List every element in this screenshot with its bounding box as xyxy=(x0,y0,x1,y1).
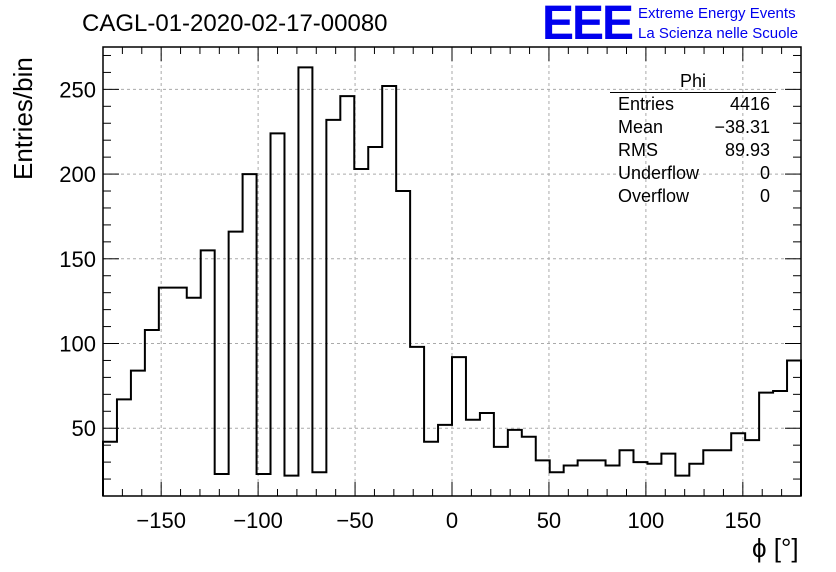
y-tick-label: 100 xyxy=(59,332,96,357)
eee-logo: EEE xyxy=(542,0,634,50)
histogram-bin xyxy=(187,298,201,496)
histogram-bin xyxy=(745,440,759,496)
histogram-bin xyxy=(424,442,438,496)
histogram-bin xyxy=(103,442,117,496)
histogram-bin xyxy=(354,169,368,496)
histogram-bin xyxy=(633,462,647,496)
chart-title: CAGL-01-2020-02-17-00080 xyxy=(82,10,388,37)
histogram-bin xyxy=(340,96,354,496)
histogram-bin xyxy=(773,391,787,496)
stats-value: 0 xyxy=(759,186,770,206)
histogram-bin xyxy=(578,460,592,496)
histogram-bin xyxy=(689,464,703,496)
stats-value: 89.93 xyxy=(724,140,770,160)
stats-label: RMS xyxy=(618,140,658,160)
histogram-bin xyxy=(661,454,675,496)
histogram-bin xyxy=(452,357,466,496)
histogram-bin xyxy=(564,466,578,496)
stats-row-overflow: Overflow 0 xyxy=(610,185,776,208)
stats-value: 0 xyxy=(759,163,770,183)
histogram-bin xyxy=(312,472,326,496)
histogram-bin xyxy=(675,476,689,496)
stats-label: Underflow xyxy=(618,163,700,183)
stats-row-rms: RMS 89.93 xyxy=(610,139,776,162)
histogram-bin xyxy=(382,86,396,496)
stats-label: Overflow xyxy=(618,186,690,206)
y-axis-label: Entries/bin xyxy=(8,57,38,180)
logo-line-1: Extreme Energy Events xyxy=(638,5,796,22)
histogram-bin xyxy=(131,371,145,496)
histogram-bin xyxy=(717,450,731,496)
stats-box: Phi Entries 4416 Mean −38.31 RMS 89.93 U… xyxy=(610,70,776,208)
x-tick-label: 100 xyxy=(628,508,665,533)
histogram-bin xyxy=(271,133,285,496)
histogram-bin xyxy=(508,430,522,496)
histogram-bin xyxy=(284,476,298,496)
histogram-bin xyxy=(257,474,271,496)
stats-title: Phi xyxy=(610,70,776,93)
histogram-outline xyxy=(102,66,802,496)
histogram-bin xyxy=(215,474,229,496)
x-tick-label: −150 xyxy=(136,508,186,533)
y-tick-label: 150 xyxy=(59,247,96,272)
histogram-bin xyxy=(438,425,452,496)
y-tick-label: 50 xyxy=(72,416,96,441)
x-tick-label: 0 xyxy=(446,508,458,533)
x-tick-label: 150 xyxy=(724,508,761,533)
histogram-bin xyxy=(173,288,187,496)
histogram-bin xyxy=(480,413,494,496)
histogram-bin xyxy=(243,174,257,496)
stats-value: −38.31 xyxy=(714,117,770,137)
histogram-bin xyxy=(201,250,215,496)
histogram-bin xyxy=(759,393,773,496)
logo-caption: Extreme Energy Events La Scienza nelle S… xyxy=(638,4,798,44)
histogram-bin xyxy=(410,347,424,496)
histogram-bin xyxy=(326,120,340,496)
stats-label: Entries xyxy=(618,94,675,114)
histogram-bin xyxy=(466,420,480,496)
axes xyxy=(102,46,802,497)
histogram-bin xyxy=(536,460,550,496)
stats-row-mean: Mean −38.31 xyxy=(610,116,776,139)
histogram-bin xyxy=(145,330,159,496)
histogram-bin xyxy=(494,447,508,496)
histogram-bin xyxy=(703,450,717,496)
histogram-bin xyxy=(550,472,564,496)
tick-labels: −150 −100 −50 0 50 100 150 50 100 150 200 250 xyxy=(59,77,761,533)
stats-row-entries: Entries 4416 xyxy=(610,93,776,116)
histogram-bin xyxy=(606,466,620,496)
logo-line-2: La Scienza nelle Scuole xyxy=(638,25,799,42)
x-axis-label: ϕ [°] xyxy=(752,533,799,563)
histogram-bins xyxy=(102,66,802,496)
y-tick-label: 250 xyxy=(59,77,96,102)
x-tick-label: 50 xyxy=(537,508,561,533)
x-tick-label: −50 xyxy=(336,508,373,533)
histogram-bin xyxy=(647,464,661,496)
x-tick-label: −100 xyxy=(233,508,283,533)
histogram-bin xyxy=(229,232,243,496)
stats-value: 4416 xyxy=(729,94,770,114)
histogram-bin xyxy=(368,147,382,496)
stats-row-underflow: Underflow 0 xyxy=(610,162,776,185)
y-tick-label: 200 xyxy=(59,162,96,187)
histogram-bin xyxy=(522,437,536,496)
stats-label: Mean xyxy=(618,117,664,137)
histogram-bin xyxy=(298,67,312,496)
histogram-bin xyxy=(592,460,606,496)
histogram-bin xyxy=(117,399,131,496)
